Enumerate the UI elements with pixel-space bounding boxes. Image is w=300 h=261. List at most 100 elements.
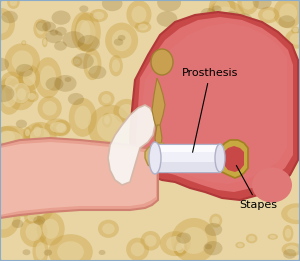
Ellipse shape — [157, 11, 177, 27]
Ellipse shape — [209, 214, 222, 228]
Ellipse shape — [203, 241, 223, 255]
Polygon shape — [152, 78, 165, 130]
Ellipse shape — [118, 35, 125, 41]
Ellipse shape — [285, 29, 300, 49]
Ellipse shape — [214, 7, 237, 26]
Ellipse shape — [88, 105, 132, 150]
Ellipse shape — [102, 223, 115, 234]
Ellipse shape — [68, 93, 84, 105]
Ellipse shape — [36, 242, 45, 260]
Ellipse shape — [249, 19, 261, 33]
Ellipse shape — [138, 23, 148, 31]
Ellipse shape — [166, 236, 184, 251]
Ellipse shape — [31, 123, 44, 140]
Ellipse shape — [44, 250, 52, 256]
Ellipse shape — [52, 10, 70, 25]
Ellipse shape — [135, 21, 152, 33]
Ellipse shape — [34, 177, 45, 185]
Ellipse shape — [236, 242, 245, 248]
Ellipse shape — [205, 244, 212, 249]
Ellipse shape — [80, 20, 95, 44]
Ellipse shape — [173, 239, 187, 257]
Ellipse shape — [16, 195, 30, 211]
Ellipse shape — [30, 128, 50, 145]
Text: Stapes: Stapes — [236, 165, 277, 210]
Ellipse shape — [79, 5, 88, 12]
Ellipse shape — [0, 58, 9, 71]
Ellipse shape — [34, 57, 62, 98]
Polygon shape — [155, 125, 162, 152]
Ellipse shape — [42, 219, 59, 239]
Ellipse shape — [6, 76, 36, 110]
Ellipse shape — [248, 236, 255, 241]
Ellipse shape — [285, 228, 291, 238]
Ellipse shape — [98, 220, 119, 238]
Ellipse shape — [102, 113, 112, 127]
Ellipse shape — [73, 53, 94, 69]
Ellipse shape — [131, 6, 146, 23]
Ellipse shape — [10, 0, 17, 6]
Polygon shape — [224, 146, 244, 172]
Ellipse shape — [43, 39, 46, 45]
Ellipse shape — [282, 242, 300, 256]
Ellipse shape — [54, 41, 67, 51]
Ellipse shape — [104, 116, 110, 124]
Ellipse shape — [7, 0, 20, 9]
Ellipse shape — [33, 127, 41, 137]
Ellipse shape — [0, 131, 22, 147]
Ellipse shape — [0, 126, 31, 152]
Ellipse shape — [262, 10, 275, 20]
Ellipse shape — [176, 233, 191, 244]
Ellipse shape — [74, 12, 101, 52]
Ellipse shape — [237, 0, 259, 15]
Ellipse shape — [286, 245, 298, 253]
Ellipse shape — [212, 5, 222, 13]
Ellipse shape — [22, 41, 25, 44]
Ellipse shape — [88, 66, 106, 79]
Ellipse shape — [253, 0, 272, 9]
Ellipse shape — [56, 123, 67, 133]
Ellipse shape — [2, 85, 17, 107]
Ellipse shape — [42, 22, 56, 32]
Ellipse shape — [57, 241, 84, 261]
Ellipse shape — [209, 0, 236, 20]
Ellipse shape — [157, 0, 181, 11]
Ellipse shape — [36, 20, 51, 31]
Ellipse shape — [101, 94, 111, 103]
Ellipse shape — [28, 213, 38, 222]
Ellipse shape — [23, 122, 57, 151]
Ellipse shape — [16, 64, 33, 77]
Polygon shape — [140, 23, 287, 184]
Ellipse shape — [24, 211, 41, 224]
Ellipse shape — [22, 249, 30, 255]
Ellipse shape — [268, 234, 278, 240]
Ellipse shape — [105, 23, 138, 58]
Ellipse shape — [206, 0, 245, 32]
Bar — [157, 145, 218, 152]
Ellipse shape — [113, 99, 140, 124]
Ellipse shape — [145, 235, 157, 247]
Ellipse shape — [11, 190, 35, 217]
Ellipse shape — [93, 11, 104, 20]
Ellipse shape — [62, 31, 85, 48]
Ellipse shape — [112, 59, 120, 72]
Ellipse shape — [4, 43, 40, 79]
Ellipse shape — [31, 197, 48, 216]
Ellipse shape — [278, 15, 295, 28]
Ellipse shape — [5, 76, 19, 90]
Ellipse shape — [205, 223, 222, 236]
Ellipse shape — [23, 70, 36, 86]
Ellipse shape — [32, 236, 49, 261]
Ellipse shape — [119, 104, 135, 119]
Ellipse shape — [69, 98, 97, 137]
Ellipse shape — [171, 218, 217, 261]
Ellipse shape — [131, 242, 144, 256]
Ellipse shape — [64, 77, 71, 82]
Ellipse shape — [223, 11, 241, 24]
Ellipse shape — [12, 50, 33, 72]
Ellipse shape — [78, 35, 100, 52]
Ellipse shape — [98, 91, 115, 106]
Ellipse shape — [23, 127, 32, 139]
Ellipse shape — [89, 9, 108, 22]
Ellipse shape — [0, 14, 9, 34]
